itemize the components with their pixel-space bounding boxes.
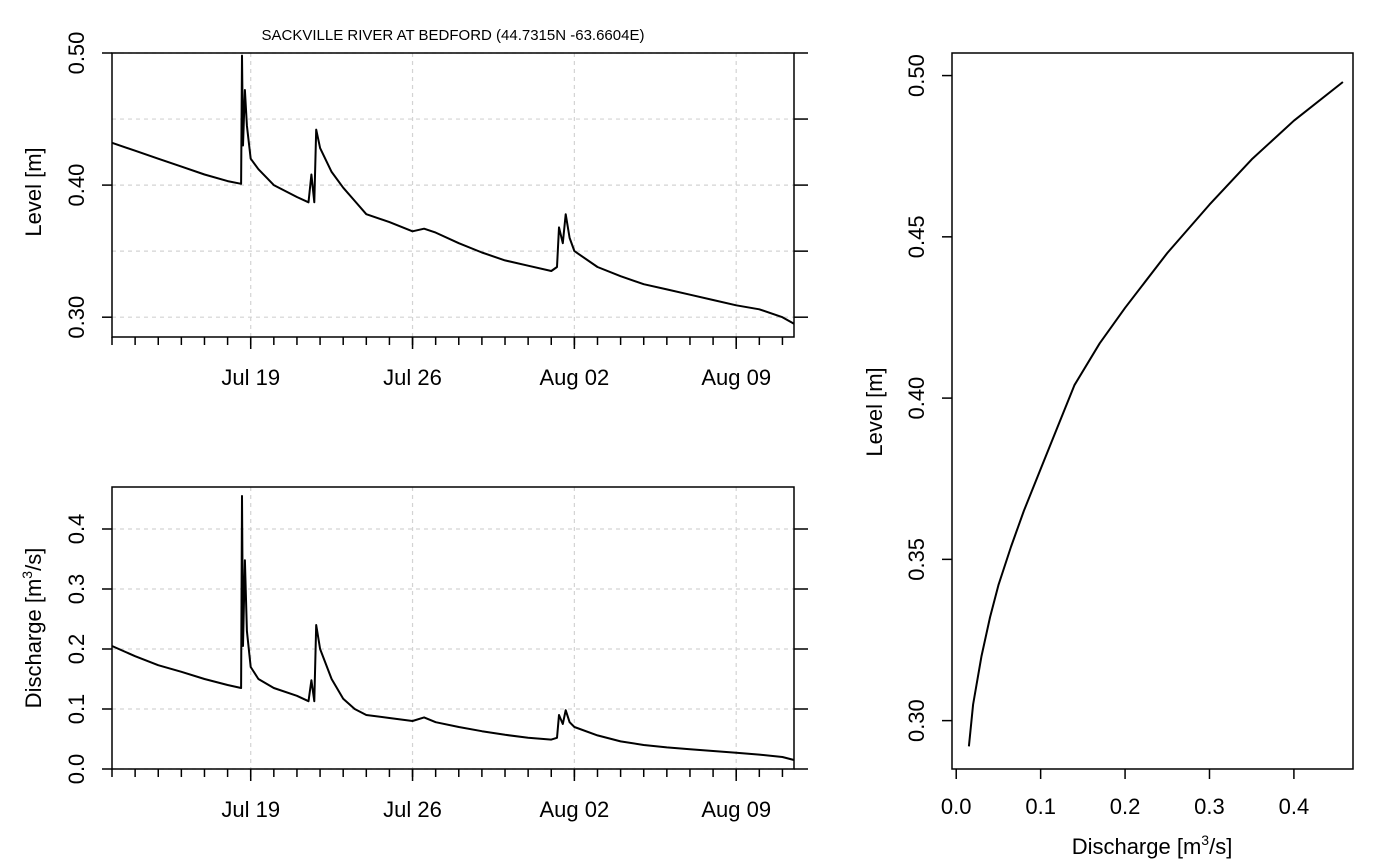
y-tick-label: 0.0 [64, 754, 89, 785]
level-series [111, 54, 795, 325]
y-tick-label: 0.35 [904, 538, 929, 581]
rating-x-ticks: 0.0 0.1 0.2 0.3 0.4 [941, 769, 1309, 819]
x-tick-label: Aug 09 [701, 797, 771, 822]
discharge-y-label-sup: 3 [19, 571, 35, 579]
chart-title: SACKVILLE RIVER AT BEDFORD (44.7315N -63… [262, 27, 645, 44]
rating-y-ticks: 0.30 0.35 0.40 0.45 0.50 [904, 54, 952, 742]
y-tick-label: 0.4 [64, 514, 89, 545]
y-tick-label: 0.40 [904, 377, 929, 420]
y-tick-label: 0.30 [904, 699, 929, 742]
y-tick-label: 0.40 [64, 164, 89, 207]
x-tick-label: Jul 26 [383, 797, 442, 822]
series-line [967, 81, 1344, 747]
discharge-y-axis-label: Discharge [m3/s] [19, 548, 46, 709]
x-tick-label: 0.3 [1194, 794, 1225, 819]
plot-frame [951, 52, 1354, 770]
x-tick-label: Aug 09 [701, 365, 771, 390]
y-tick-label: 0.45 [904, 215, 929, 258]
rating-axes [951, 52, 1354, 770]
y-tick-label: 0.50 [904, 54, 929, 97]
rating-y-axis-label: Level [m] [862, 367, 887, 456]
discharge-x-ticks: Jul 19 Jul 26 Aug 02 Aug 09 [111, 769, 784, 822]
y-tick-label: 0.50 [64, 32, 89, 75]
discharge-series [111, 495, 795, 761]
discharge-y-label-end: /s] [21, 548, 46, 571]
x-tick-label: 0.2 [1110, 794, 1141, 819]
series-line [111, 495, 795, 761]
x-tick-label: 0.0 [941, 794, 972, 819]
discharge-y-label-main: Discharge [m [21, 579, 46, 709]
x-tick-label: 0.4 [1279, 794, 1310, 819]
level-y-axis-label: Level [m] [21, 147, 46, 236]
x-tick-label: Jul 26 [383, 365, 442, 390]
y-tick-label: 0.30 [64, 296, 89, 339]
rating-x-label-end: /s] [1209, 834, 1232, 859]
rating-x-label-sup: 3 [1201, 832, 1209, 848]
rating-curve-panel: 0.0 0.1 0.2 0.3 0.4 0.30 0.35 0.40 0.45 0.50 Lev… [862, 52, 1354, 859]
x-tick-label: Aug 02 [540, 365, 610, 390]
discharge-y-ticks: 0.0 0.1 0.2 0.3 0.4 [64, 514, 808, 785]
plot-frame [111, 486, 795, 770]
plot-frame [111, 52, 795, 338]
rating-x-label-main: Discharge [m [1072, 834, 1202, 859]
rating-curve-series [967, 81, 1344, 747]
level-timeseries-panel: SACKVILLE RIVER AT BEDFORD (44.7315N -63… [21, 27, 808, 390]
x-tick-label: Jul 19 [221, 365, 280, 390]
discharge-timeseries-panel: Jul 19 Jul 26 Aug 02 Aug 09 0.0 0.1 0.2 0.3 0.4… [19, 486, 808, 822]
series-line [111, 54, 795, 325]
rating-x-axis-label: Discharge [m3/s] [1072, 832, 1233, 859]
level-axes [111, 52, 795, 338]
x-tick-label: Aug 02 [540, 797, 610, 822]
level-x-ticks: Jul 19 Jul 26 Aug 02 Aug 09 [111, 337, 784, 390]
x-tick-label: 0.1 [1025, 794, 1056, 819]
y-tick-label: 0.3 [64, 574, 89, 605]
discharge-axes [111, 486, 795, 770]
level-y-ticks: 0.30 0.40 0.50 [64, 32, 808, 339]
y-tick-label: 0.1 [64, 694, 89, 725]
y-tick-label: 0.2 [64, 634, 89, 665]
x-tick-label: Jul 19 [221, 797, 280, 822]
